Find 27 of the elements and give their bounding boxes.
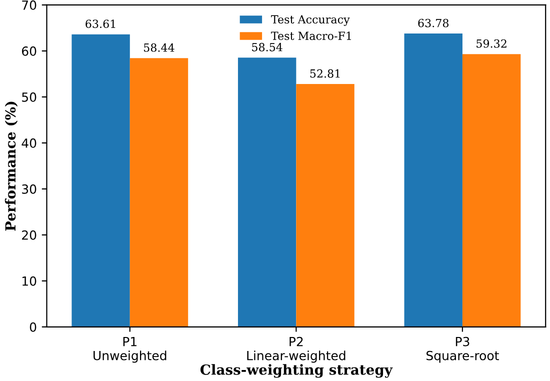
x-tick-label: P1 Unweighted [94, 337, 166, 363]
bar [72, 34, 130, 327]
data-label: 63.78 [418, 18, 449, 28]
bar [130, 58, 188, 327]
bar [404, 34, 462, 327]
bar [238, 58, 296, 327]
y-tick-label: 60 [22, 46, 36, 56]
y-tick-label: 50 [22, 92, 36, 102]
x-tick-label: P3 Square-root [426, 336, 499, 363]
legend-label: Test Macro-F1 [271, 32, 351, 40]
y-axis-title: Performance (%) [4, 102, 18, 231]
data-label: 58.44 [144, 43, 174, 52]
y-tick-label: 0 [30, 322, 36, 332]
legend-label: Test Accuracy [271, 15, 350, 26]
y-tick-label: 10 [22, 276, 36, 286]
y-tick-label: 20 [22, 230, 36, 240]
x-tick-label: P2 Linear-weighted [247, 336, 346, 363]
bar [462, 54, 521, 327]
data-label: 63.61 [86, 20, 116, 28]
data-label: 58.54 [252, 42, 282, 52]
data-label: 52.81 [310, 69, 340, 78]
y-tick-label: 70 [22, 0, 36, 10]
x-axis-title: Class-weighting strategy [200, 364, 393, 378]
bar [296, 84, 354, 327]
data-label: 59.32 [476, 39, 506, 48]
y-tick-label: 40 [22, 138, 36, 148]
y-tick-label: 30 [22, 184, 36, 194]
